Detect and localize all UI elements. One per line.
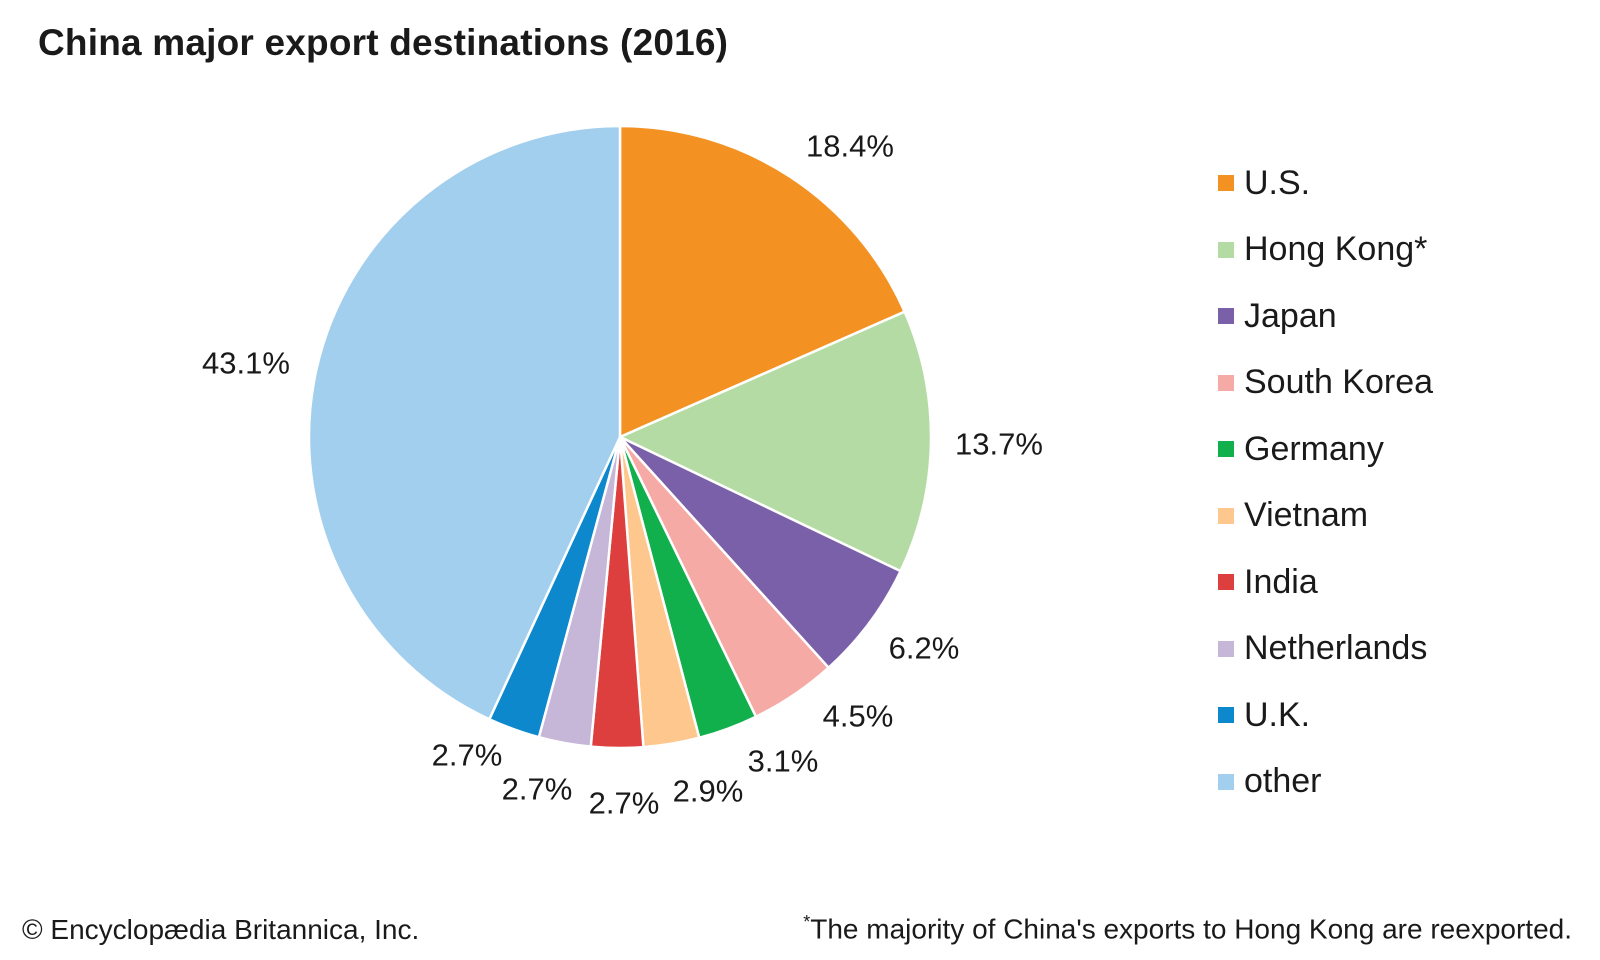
footnote: *The majority of China's exports to Hong… xyxy=(803,912,1572,945)
legend-label: U.K. xyxy=(1244,695,1311,734)
legend-label: India xyxy=(1244,562,1318,601)
pie-labels: 18.4%13.7%6.2%4.5%3.1%2.9%2.7%2.7%2.7%43… xyxy=(202,129,1043,821)
pie-label-germany: 3.1% xyxy=(748,744,819,779)
pie-label-south-korea: 4.5% xyxy=(823,699,894,734)
legend-item-u-s: U.S. xyxy=(1218,150,1433,217)
legend-swatch xyxy=(1218,773,1234,790)
footnote-text: The majority of China's exports to Hong … xyxy=(810,913,1572,945)
legend-label: Vietnam xyxy=(1244,496,1369,535)
legend-swatch xyxy=(1218,707,1234,724)
legend-swatch xyxy=(1218,441,1234,458)
pie-label-u-s: 18.4% xyxy=(806,129,894,164)
pie-slice-u-s xyxy=(618,124,906,439)
legend-item-hong-kong: Hong Kong* xyxy=(1218,217,1433,284)
legend-label: U.S. xyxy=(1244,163,1311,202)
copyright-credit: © Encyclopædia Britannica, Inc. xyxy=(22,914,420,945)
legend-item-vietnam: Vietnam xyxy=(1218,483,1433,550)
legend-item-netherlands: Netherlands xyxy=(1218,616,1433,683)
legend-item-other: other xyxy=(1218,749,1433,816)
pie-slice-japan xyxy=(618,435,902,669)
pie-slices xyxy=(307,124,933,750)
legend-swatch xyxy=(1218,241,1234,258)
legend-label: South Korea xyxy=(1244,363,1434,402)
legend-label: Japan xyxy=(1244,296,1337,335)
legend-label: Hong Kong* xyxy=(1244,230,1428,269)
footnote-mark: * xyxy=(803,912,811,932)
legend-label: other xyxy=(1244,762,1322,801)
legend-swatch xyxy=(1218,175,1234,192)
legend-item-india: India xyxy=(1218,549,1433,616)
chart-title: China major export destinations (2016) xyxy=(38,22,729,63)
legend-item-germany: Germany xyxy=(1218,416,1433,483)
pie-label-u-k: 2.7% xyxy=(432,738,503,773)
pie-label-hong-kong: 13.7% xyxy=(955,427,1043,462)
legend-swatch xyxy=(1218,374,1234,391)
pie-label-japan: 6.2% xyxy=(889,631,960,666)
legend-item-south-korea: South Korea xyxy=(1218,350,1433,417)
legend-swatch xyxy=(1218,574,1234,591)
legend-label: Germany xyxy=(1244,429,1384,468)
pie-slice-other xyxy=(307,124,622,721)
pie-label-other: 43.1% xyxy=(202,346,290,381)
pie-label-netherlands: 2.7% xyxy=(502,772,573,807)
pie-label-vietnam: 2.9% xyxy=(673,774,744,809)
legend-item-u-k: U.K. xyxy=(1218,682,1433,749)
legend-swatch xyxy=(1218,640,1234,657)
legend: U.S. Hong Kong* Japan South Korea Germany Vie… xyxy=(1218,150,1433,815)
legend-swatch xyxy=(1218,507,1234,524)
pie-label-india: 2.7% xyxy=(589,786,660,821)
pie-slice-hong-kong xyxy=(618,310,933,573)
legend-item-japan: Japan xyxy=(1218,283,1433,350)
legend-label: Netherlands xyxy=(1244,629,1428,668)
legend-swatch xyxy=(1218,308,1234,325)
